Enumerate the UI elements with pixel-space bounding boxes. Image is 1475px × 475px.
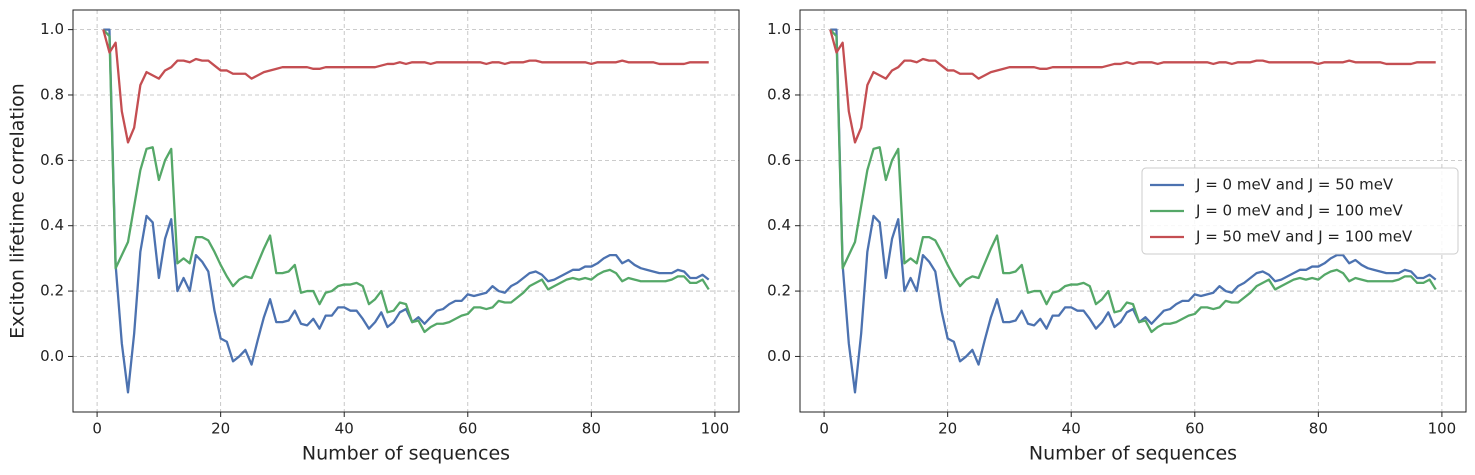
x-tick-label: 40: [1062, 420, 1081, 438]
subplot: 0 20 40 60 80 100 0.0 0.2 0.4 0.6 0.8 1.0 Number of …: [7, 9, 740, 465]
x-axis-label: Number of sequences: [302, 443, 510, 465]
x-axis-label: Number of sequences: [1029, 443, 1237, 465]
y-tick-label: 0.8: [40, 85, 64, 103]
x-tick-label: 100: [1428, 420, 1457, 438]
x-tick-label: 20: [211, 420, 230, 438]
y-tick-label: 0.0: [40, 347, 64, 365]
axes-frame: [799, 9, 1467, 413]
subplot: 0 20 40 60 80 100 0.0 0.2 0.4 0.6 0.8 1.0 Number of …: [767, 9, 1467, 465]
legend-box: [1141, 167, 1459, 255]
x-tick-label: 20: [938, 420, 957, 438]
series-line: [830, 28, 1437, 394]
x-tick-label: 80: [1309, 420, 1328, 438]
y-tick-label: 0.4: [767, 216, 791, 234]
x-tick-label: 60: [1185, 420, 1204, 438]
x-tick-label: 0: [819, 420, 829, 438]
x-tick-label: 80: [582, 420, 601, 438]
legend-label: J = 50 meV and J = 100 meV: [1195, 228, 1413, 246]
series-line: [103, 28, 710, 394]
legend-label: J = 0 meV and J = 100 meV: [1195, 202, 1403, 220]
series-line: [829, 29, 1436, 144]
series-line: [102, 28, 710, 334]
y-tick-label: 1.0: [767, 20, 791, 38]
y-tick-label: 0.8: [767, 85, 791, 103]
y-tick-label: 0.2: [40, 282, 64, 300]
legend-label: J = 0 meV and J = 50 meV: [1195, 176, 1394, 194]
series-line: [829, 28, 1437, 334]
y-tick-label: 0.0: [767, 347, 791, 365]
y-tick-label: 0.4: [40, 216, 64, 234]
y-tick-label: 0.6: [767, 151, 791, 169]
y-tick-label: 1.0: [40, 20, 64, 38]
legend: J = 0 meV and J = 50 meV J = 0 meV and J …: [1141, 167, 1459, 255]
y-tick-label: 0.2: [767, 282, 791, 300]
y-tick-label: 0.6: [40, 151, 64, 169]
y-axis-label: Exciton lifetime correlation: [7, 83, 29, 339]
x-tick-label: 0: [92, 420, 102, 438]
axes-frame: [72, 9, 740, 413]
x-tick-label: 60: [458, 420, 477, 438]
series-line: [102, 29, 709, 144]
x-tick-label: 40: [335, 420, 354, 438]
x-tick-label: 100: [701, 420, 730, 438]
